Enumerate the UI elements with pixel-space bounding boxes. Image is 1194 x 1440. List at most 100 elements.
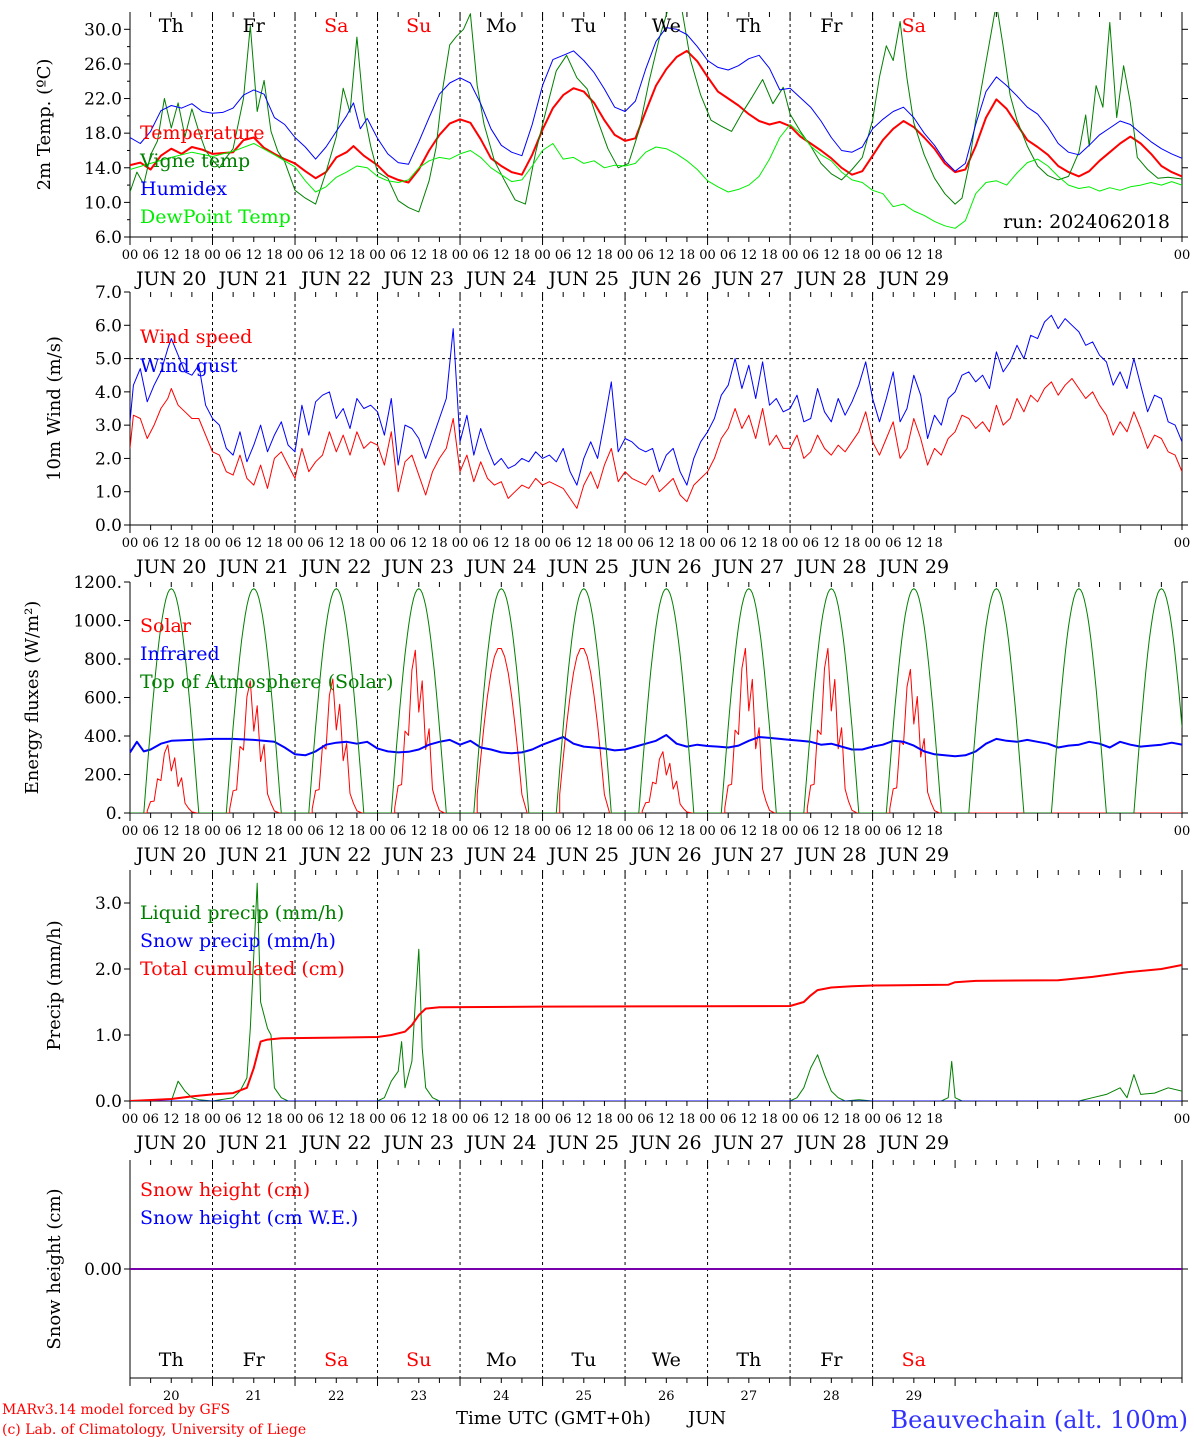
hour-tick-label: 18 (844, 824, 861, 839)
hour-tick-label: 18 (844, 1112, 861, 1127)
hour-tick-label: 18 (349, 1112, 366, 1127)
hour-tick-label: 18 (926, 824, 943, 839)
series-line-temp-1 (130, 12, 1182, 213)
date-label: JUN 25 (547, 268, 619, 290)
series-line-temp-3 (130, 124, 1182, 229)
hour-tick-label: 18 (184, 824, 201, 839)
day-number-label: 27 (741, 1389, 758, 1404)
y-tick-label: 7.0 (95, 283, 122, 303)
hour-tick-label: 00 (617, 536, 634, 551)
date-label: JUN 21 (217, 844, 289, 866)
hour-tick-label: 12 (823, 824, 840, 839)
hour-tick-label: 12 (163, 1112, 180, 1127)
hour-tick-label: 00 (287, 824, 304, 839)
hour-tick-label: 06 (225, 824, 242, 839)
hour-tick-label: 00 (122, 824, 139, 839)
date-label: JUN 21 (217, 556, 289, 578)
hour-tick-label: 18 (266, 1112, 283, 1127)
hour-tick-label: 06 (637, 536, 654, 551)
hour-tick-label: 12 (163, 248, 180, 263)
hour-tick-label: 06 (307, 824, 324, 839)
hour-tick-label: 06 (555, 824, 572, 839)
hour-tick-label: 06 (225, 1112, 242, 1127)
hour-tick-label: 18 (514, 248, 531, 263)
date-label: JUN 20 (134, 1132, 206, 1154)
hour-tick-label: 00 (204, 824, 221, 839)
hour-tick-label: 00 (782, 1112, 799, 1127)
date-label: JUN 29 (877, 844, 949, 866)
hour-tick-label: 00 (617, 248, 634, 263)
hour-tick-label: 12 (576, 824, 593, 839)
hour-tick-label: 00 (122, 1112, 139, 1127)
hour-tick-label: 18 (514, 1112, 531, 1127)
hour-tick-label: 18 (431, 824, 448, 839)
hour-tick-label: 18 (184, 1112, 201, 1127)
hour-tick-label: 12 (328, 824, 345, 839)
y-tick-label: 2.0 (95, 449, 122, 469)
hour-tick-label: 12 (493, 248, 510, 263)
hour-tick-label: 00 (122, 536, 139, 551)
hour-tick-label: 06 (555, 248, 572, 263)
legend-entry: Snow precip (mm/h) (140, 930, 336, 952)
weekday-label-bottom: Fr (820, 1349, 843, 1371)
hour-tick-label: 12 (328, 536, 345, 551)
weekday-label-top: Sa (902, 15, 926, 37)
date-label: JUN 20 (134, 556, 206, 578)
hour-tick-label: 06 (885, 248, 902, 263)
hour-tick-label: 12 (741, 824, 758, 839)
hour-tick-label: 06 (142, 824, 159, 839)
hour-tick-label: 00 (782, 248, 799, 263)
footer: MARv3.14 model forced by GFS (c) Lab. of… (2, 1402, 1188, 1438)
hour-tick-label: 00 (782, 824, 799, 839)
y-axis-label: Snow height (cm) (44, 1188, 65, 1349)
hour-tick-label: 00 (864, 1112, 881, 1127)
hour-tick-label: 06 (307, 536, 324, 551)
date-label: JUN 28 (794, 1132, 866, 1154)
hour-tick-label: 12 (741, 248, 758, 263)
y-tick-label: 600. (84, 689, 122, 709)
hour-tick-label: 06 (720, 1112, 737, 1127)
date-label: JUN 27 (712, 268, 784, 290)
panel-wind: 0.0 1.0 2.0 3.0 4.0 5.0 6.0 7.0 10m Wind (m/s) 00… (44, 283, 1190, 578)
date-label: JUN 26 (629, 1132, 701, 1154)
weekday-label-bottom: Th (736, 1349, 761, 1371)
hour-tick-label: 06 (225, 536, 242, 551)
legend-entry: Humidex (140, 178, 227, 200)
hour-tick-label: 00 (287, 248, 304, 263)
weekday-label-bottom: Sa (324, 1349, 348, 1371)
date-label: JUN 26 (629, 268, 701, 290)
date-label: JUN 27 (712, 556, 784, 578)
hour-tick-label: 18 (761, 536, 778, 551)
y-tick-label: 14.0 (84, 159, 122, 179)
hour-tick-label: 18 (596, 248, 613, 263)
series-group (130, 882, 1182, 1101)
legend-entry: Wind gust (140, 355, 238, 377)
hour-tick-label: 00 (864, 536, 881, 551)
legend-entry: Solar (140, 615, 192, 637)
y-tick-label: 3.0 (95, 416, 122, 436)
hour-tick-label: 06 (142, 248, 159, 263)
hour-tick-label: 12 (741, 536, 758, 551)
date-label: JUN 24 (464, 268, 536, 290)
hour-tick-label: 18 (514, 824, 531, 839)
hour-tick-label: 18 (184, 536, 201, 551)
weekday-label-bottom: Fr (243, 1349, 266, 1371)
y-tick-label: 2.0 (95, 960, 122, 980)
hour-tick-label: 18 (266, 248, 283, 263)
y-tick-label: 400. (84, 727, 122, 747)
hour-tick-label: 06 (555, 536, 572, 551)
series-line-precip-2 (130, 964, 1182, 1101)
weekday-label-top: Fr (243, 15, 266, 37)
hour-tick-label: 12 (411, 824, 428, 839)
station-label: Beauvechain (alt. 100m) (890, 1406, 1188, 1434)
date-label: JUN 23 (382, 1132, 454, 1154)
weekday-label-bottom: Th (159, 1349, 184, 1371)
y-tick-label: 200. (84, 766, 122, 786)
weekday-label-top: Sa (324, 15, 348, 37)
hour-tick-label: 00 (617, 824, 634, 839)
hour-tick-label: 06 (802, 536, 819, 551)
weekday-label-bottom: Sa (902, 1349, 926, 1371)
hour-tick-label: 18 (349, 824, 366, 839)
hour-tick-label: 18 (184, 248, 201, 263)
